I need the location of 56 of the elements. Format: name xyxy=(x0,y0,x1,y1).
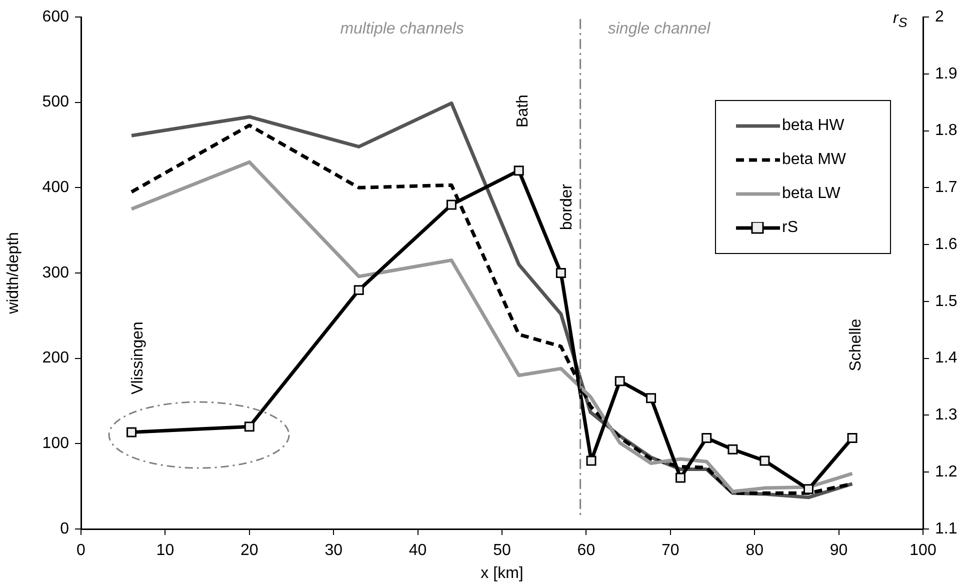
x-axis-title: x [km] xyxy=(480,564,524,582)
annotation: multiple channels xyxy=(340,20,464,38)
y2-tick-label: 1.3 xyxy=(935,406,958,424)
point xyxy=(646,393,656,404)
annotation: Bath xyxy=(514,94,532,128)
point xyxy=(354,285,364,296)
y2-tick-label: 1.2 xyxy=(935,464,958,481)
y2-tick-label: 1.1 xyxy=(935,520,958,538)
point xyxy=(446,200,456,210)
point xyxy=(847,432,858,443)
y2-tick-label: 1.6 xyxy=(935,236,958,253)
y-tick-label: 200 xyxy=(42,350,70,367)
annotation: Schelle xyxy=(847,318,864,372)
x-tick-label: 40 xyxy=(408,542,427,560)
legend-label: beta LW xyxy=(782,185,840,203)
x-tick-label: 90 xyxy=(830,542,848,560)
point xyxy=(760,456,770,466)
y2-tick-label: 1.5 xyxy=(935,292,958,310)
x-tick-label: 100 xyxy=(910,542,936,560)
point xyxy=(126,427,137,438)
annotation: single channel xyxy=(608,20,711,38)
y-axis-title: width/depth xyxy=(5,232,22,315)
y2-tick-label: 2 xyxy=(935,8,944,26)
y-tick-label: 500 xyxy=(42,94,70,111)
point xyxy=(702,432,712,443)
y2-tick-label: 1.4 xyxy=(935,350,958,367)
x-tick-label: 60 xyxy=(577,542,596,560)
x-tick-label: 50 xyxy=(493,542,511,560)
point xyxy=(244,422,254,432)
ref-line-label: border xyxy=(558,183,576,230)
point xyxy=(614,376,625,386)
y2-tick-label: 1.9 xyxy=(935,65,958,82)
point xyxy=(586,456,596,466)
x-tick-label: 20 xyxy=(240,542,258,560)
y-tick-label: 400 xyxy=(42,179,70,196)
point xyxy=(556,268,566,278)
y-tick-label: 300 xyxy=(42,264,70,282)
y-tick-label: 600 xyxy=(42,8,70,26)
x-tick-label: 10 xyxy=(156,542,174,560)
x-tick-label: 80 xyxy=(746,542,764,560)
y2-tick-label: 1.8 xyxy=(935,122,958,140)
point xyxy=(728,444,738,454)
x-tick-label: 0 xyxy=(76,542,86,560)
legend-label: rS xyxy=(782,219,798,237)
legend-label: beta MW xyxy=(782,151,846,169)
y-tick-label: 0 xyxy=(60,520,70,538)
x-tick-label: 30 xyxy=(324,542,343,560)
y2-tick-label: 1.7 xyxy=(935,179,958,196)
point xyxy=(676,472,686,483)
y2-axis-title: r$_{S}$ xyxy=(893,10,908,30)
legend-label: beta HW xyxy=(782,117,844,135)
point xyxy=(803,484,814,494)
annotation: Vlissingen xyxy=(129,322,146,394)
y-tick-label: 100 xyxy=(42,435,70,452)
x-tick-label: 70 xyxy=(662,542,680,560)
point xyxy=(514,166,524,176)
